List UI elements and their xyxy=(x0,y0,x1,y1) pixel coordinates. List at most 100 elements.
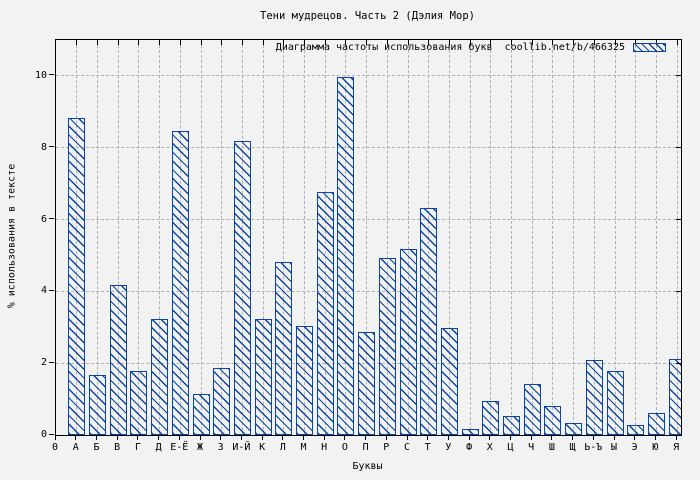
x-tick xyxy=(240,435,242,440)
x-tick-top xyxy=(552,40,554,45)
legend-label: Диаграмма частоты использования букв coo… xyxy=(275,42,625,53)
bar xyxy=(482,401,500,435)
x-tick-top xyxy=(97,40,98,45)
x-tick-top xyxy=(386,40,388,45)
bar xyxy=(399,249,417,435)
x-tick-label: Ц xyxy=(507,442,514,453)
x-tick-top xyxy=(262,40,264,45)
bar xyxy=(213,368,231,435)
vertical-gridline xyxy=(386,40,388,435)
x-tick-label: Ш xyxy=(548,442,555,453)
vertical-gridline xyxy=(552,40,554,435)
x-tick xyxy=(199,435,201,440)
x-tick xyxy=(447,435,449,440)
x-tick xyxy=(654,435,656,440)
x-tick-top xyxy=(593,40,595,45)
vertical-gridline xyxy=(159,40,161,435)
bar xyxy=(358,332,376,435)
x-tick-top xyxy=(490,40,492,45)
x-tick-label: Ю xyxy=(652,442,659,453)
y-tick-right xyxy=(676,147,681,149)
x-tick-label: Ч xyxy=(528,442,535,453)
x-tick xyxy=(137,435,139,440)
bar xyxy=(668,359,681,435)
bar xyxy=(420,208,438,435)
x-tick-top xyxy=(76,40,78,45)
bar xyxy=(565,423,583,435)
x-tick-label: Х xyxy=(486,442,493,453)
x-tick-top xyxy=(655,40,657,45)
y-tick-label: 4 xyxy=(40,285,47,297)
vertical-gridline xyxy=(573,40,575,435)
x-tick-top xyxy=(221,40,223,45)
x-tick-top xyxy=(448,40,450,45)
y-tick xyxy=(49,433,54,435)
vertical-gridline xyxy=(304,40,305,435)
bar xyxy=(89,375,106,435)
y-tick xyxy=(49,146,54,148)
bar xyxy=(647,413,665,435)
x-tick-top xyxy=(241,40,243,45)
x-tick xyxy=(365,435,367,440)
vertical-gridline xyxy=(490,40,492,435)
bar xyxy=(606,371,624,435)
x-tick xyxy=(303,435,304,440)
x-tick xyxy=(116,435,118,440)
bar xyxy=(296,326,313,435)
x-tick xyxy=(489,435,491,440)
x-origin-label: 0 xyxy=(51,442,59,453)
bar xyxy=(68,118,86,435)
x-tick xyxy=(54,435,56,440)
vertical-gridline xyxy=(366,40,368,435)
bar xyxy=(130,371,148,435)
bar xyxy=(316,192,334,435)
vertical-gridline xyxy=(511,40,512,435)
x-tick-label: Щ xyxy=(569,442,576,453)
legend-hatch-swatch-icon xyxy=(633,43,666,52)
x-tick-label: Ы xyxy=(610,442,618,453)
x-tick xyxy=(634,435,636,440)
bar xyxy=(151,319,169,435)
x-tick xyxy=(468,435,470,440)
x-tick-top xyxy=(179,40,181,45)
x-tick xyxy=(427,435,429,440)
x-tick xyxy=(220,435,222,440)
x-tick-top xyxy=(304,40,305,45)
vertical-gridline xyxy=(200,40,202,435)
y-tick xyxy=(49,74,54,76)
bar xyxy=(523,384,541,435)
y-tick-label: 10 xyxy=(34,69,47,81)
x-tick-label: Ж xyxy=(196,442,204,453)
vertical-gridline xyxy=(593,40,595,435)
x-tick-label: Б xyxy=(93,442,100,453)
x-tick-top xyxy=(138,40,140,45)
x-tick xyxy=(282,435,284,440)
bar xyxy=(461,429,479,435)
x-tick xyxy=(675,435,677,440)
x-tick xyxy=(261,435,263,440)
y-tick xyxy=(49,218,54,220)
chart-title: Тени мудрецов. Часть 2 (Дэлия Мор) xyxy=(260,10,475,22)
horizontal-gridline xyxy=(56,290,681,292)
vertical-gridline xyxy=(655,40,657,435)
x-tick-top xyxy=(614,40,616,45)
x-tick-label: Э xyxy=(631,442,638,453)
x-tick-label: Д xyxy=(155,442,162,453)
x-tick-top xyxy=(573,40,575,45)
vertical-gridline xyxy=(117,40,119,435)
bar xyxy=(254,319,272,435)
vertical-gridline xyxy=(448,40,450,435)
y-tick-right xyxy=(676,219,681,221)
legend: Диаграмма частоты использования букв coo… xyxy=(276,42,666,53)
x-tick-top xyxy=(531,40,533,45)
vertical-gridline xyxy=(283,40,285,435)
x-tick-label: С xyxy=(403,442,411,453)
x-tick xyxy=(551,435,553,440)
bars-layer xyxy=(56,40,681,435)
x-tick-label: П xyxy=(362,442,369,453)
x-tick xyxy=(96,435,97,440)
bar xyxy=(585,360,603,435)
x-tick-label: И-Й xyxy=(232,442,251,453)
y-tick-right xyxy=(676,75,681,77)
